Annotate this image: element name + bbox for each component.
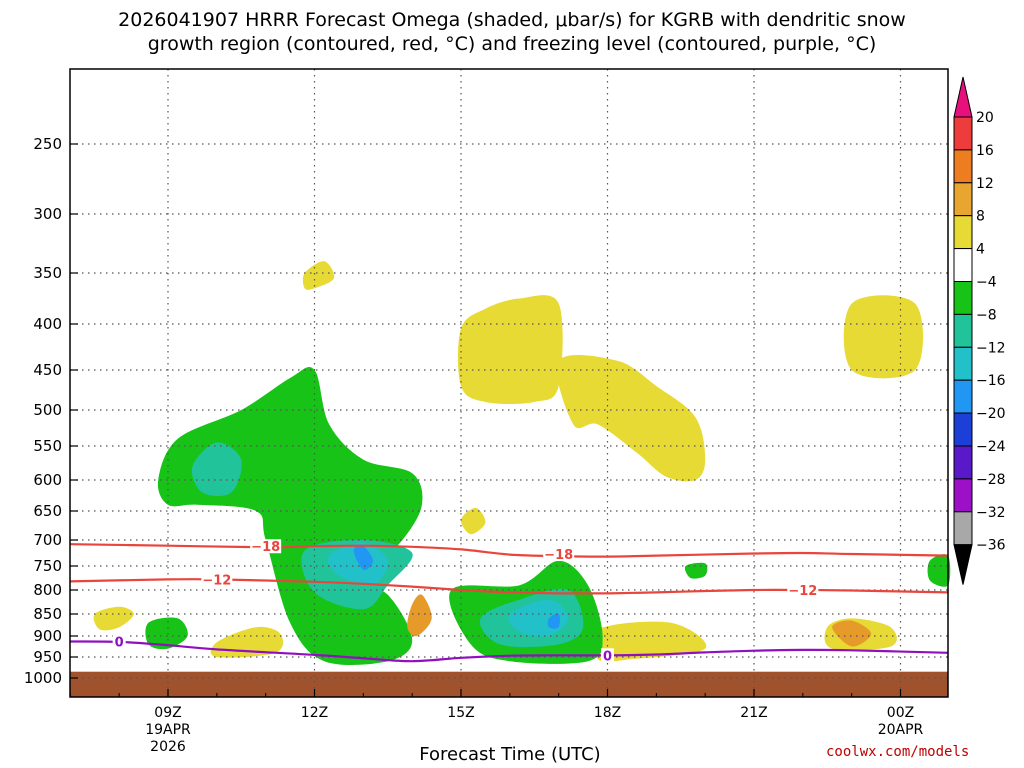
contour-line-0 xyxy=(70,543,949,558)
y-axis-ticks: 1000 950 900 850 800 750 700 650 600 550 500 450 400… xyxy=(24,135,78,687)
colorbar-bin-8 xyxy=(953,379,973,414)
contour-lines: −18 −18 −12 −12 0 0 xyxy=(70,539,949,664)
colorbar-label-5: −4 xyxy=(976,275,997,291)
omega-region-1-4 xyxy=(145,617,188,650)
contour-label-0-0: −18 xyxy=(251,540,280,555)
omega-region-2-0 xyxy=(191,442,242,497)
x-tick-label-18: 18Z xyxy=(594,705,621,721)
y-tick-label-550: 550 xyxy=(33,437,62,455)
colorbar-label-1: 16 xyxy=(976,143,994,159)
colorbar-bin-12 xyxy=(953,511,973,546)
omega-region-0-7 xyxy=(590,621,707,662)
colorbar: 20 16 12 8 4 −4 −8 −12 −16 −20 −24 −28 −32 −36 xyxy=(953,76,1006,585)
colorbar-label-3: 8 xyxy=(976,209,985,225)
omega-region-1-3 xyxy=(927,554,951,587)
contour-label-bg-2-1 xyxy=(601,648,614,663)
contour-label-bg-0-0 xyxy=(250,539,282,554)
omega-region-0-3 xyxy=(843,295,924,379)
x-axis-title: Forecast Time (UTC) xyxy=(419,744,601,765)
colorbar-bin-5 xyxy=(953,281,973,315)
colorbar-bin-0 xyxy=(953,116,973,151)
omega-region-0-0 xyxy=(302,261,335,290)
contour-label-2-0: 0 xyxy=(115,635,124,650)
contour-label-bg-0-1 xyxy=(543,547,575,562)
colorbar-label-10: −24 xyxy=(976,439,1006,455)
y-tick-label-850: 850 xyxy=(33,605,62,623)
omega-region-5-0 xyxy=(407,594,432,637)
y-tick-label-400: 400 xyxy=(33,315,62,333)
colorbar-label-9: −20 xyxy=(976,406,1006,422)
y-tick-label-450: 450 xyxy=(33,361,62,379)
y-tick-label-300: 300 xyxy=(33,205,62,223)
credit-text: coolwx.com/models xyxy=(826,744,970,760)
x-tick-label-15: 15Z xyxy=(447,705,474,721)
colorbar-label-11: −28 xyxy=(976,472,1006,488)
y-tick-label-800: 800 xyxy=(33,581,62,599)
x-tick-label-24: 00Z xyxy=(887,705,914,721)
y-tick-label-250: 250 xyxy=(33,135,62,153)
colorbar-label-0: 20 xyxy=(976,110,994,126)
ground-layer xyxy=(70,671,948,697)
y-tick-label-350: 350 xyxy=(33,264,62,282)
omega-region-0-1 xyxy=(457,295,563,405)
x-tick-label-9: 09Z xyxy=(154,705,181,721)
y-tick-label-950: 950 xyxy=(33,648,62,666)
y-tick-label-500: 500 xyxy=(33,401,62,419)
colorbar-under-triangle xyxy=(953,544,973,585)
x-tick-year-9: 2026 xyxy=(150,739,186,755)
x-tick-label-21: 21Z xyxy=(740,705,767,721)
colorbar-bin-11 xyxy=(953,478,973,513)
omega-region-1-0 xyxy=(157,367,423,665)
omega-region-0-4 xyxy=(460,507,486,535)
x-tick-date-9: 19APR xyxy=(145,722,191,738)
omega-region-0-2 xyxy=(556,355,706,482)
ground-fill xyxy=(70,671,948,697)
colorbar-label-4: 4 xyxy=(976,242,985,258)
chart-title-line1: 2026041907 HRRR Forecast Omega (shaded, … xyxy=(118,9,906,31)
contour-line-2 xyxy=(70,640,949,663)
colorbar-label-6: −8 xyxy=(976,307,997,323)
omega-region-5-1 xyxy=(832,620,872,647)
y-tick-label-600: 600 xyxy=(33,471,62,489)
y-tick-label-750: 750 xyxy=(33,557,62,575)
colorbar-over-triangle xyxy=(953,76,973,118)
colorbar-bin-9 xyxy=(953,412,973,447)
colorbar-label-2: 12 xyxy=(976,176,994,192)
contour-label-2-1: 0 xyxy=(603,649,612,664)
contour-label-bg-1-0 xyxy=(201,572,233,587)
omega-region-3-0 xyxy=(327,542,389,586)
omega-region-4-0 xyxy=(353,545,374,571)
chart-title-line2: growth region (contoured, red, °C) and f… xyxy=(147,33,877,55)
x-tick-date-24: 20APR xyxy=(878,722,924,738)
colorbar-bin-4 xyxy=(953,248,973,283)
x-tick-label-12: 12Z xyxy=(301,705,328,721)
omega-shaded-regions xyxy=(93,261,951,665)
colorbar-label-13: −36 xyxy=(976,538,1006,554)
colorbar-bin-10 xyxy=(953,445,973,480)
colorbar-bin-7 xyxy=(953,346,973,381)
contour-line-1 xyxy=(70,578,949,595)
y-tick-label-700: 700 xyxy=(33,531,62,549)
plot-frame xyxy=(69,68,949,698)
contour-label-bg-1-1 xyxy=(787,583,819,597)
colorbar-bin-2 xyxy=(953,182,973,217)
contour-label-bg-2-0 xyxy=(112,634,126,649)
contour-label-1-0: −12 xyxy=(202,573,231,588)
colorbar-label-8: −16 xyxy=(976,373,1006,389)
omega-region-1-2 xyxy=(684,562,708,579)
y-tick-label-650: 650 xyxy=(33,502,62,520)
omega-region-4-1 xyxy=(547,613,560,629)
contour-label-1-1: −12 xyxy=(788,584,817,599)
omega-region-0-5 xyxy=(93,606,134,631)
colorbar-bin-6 xyxy=(953,313,973,348)
colorbar-label-12: −32 xyxy=(976,505,1006,521)
colorbar-label-7: −12 xyxy=(976,340,1006,356)
contour-label-0-1: −18 xyxy=(544,548,573,563)
colorbar-bin-3 xyxy=(953,215,973,250)
colorbar-bin-1 xyxy=(953,149,973,184)
y-tick-label-900: 900 xyxy=(33,627,62,645)
y-tick-label-1000: 1000 xyxy=(24,669,62,687)
